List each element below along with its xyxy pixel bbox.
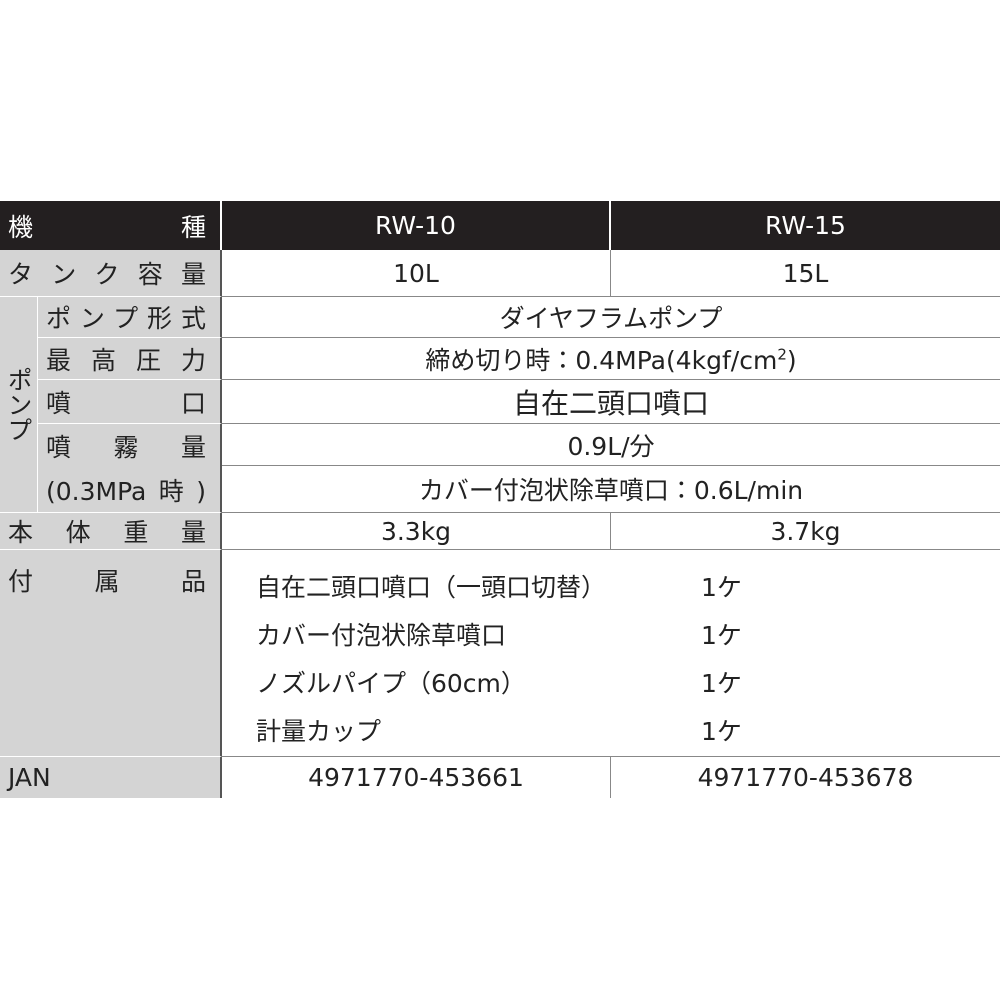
model-cell: RW-15 [611, 201, 1000, 250]
header-label-cell: 機種 [0, 201, 222, 250]
group-label-cell: ポンプ [0, 297, 38, 513]
row-label-cell: タンク容量 [0, 250, 222, 297]
value-cell: 3.7kg [611, 513, 1000, 550]
superscript: 2 [777, 345, 787, 364]
accessory-qty: 1ケ [701, 621, 742, 650]
row-label-cell: 噴口 [38, 380, 222, 424]
model-name: RW-10 [375, 211, 456, 240]
row-label: タンク容量 [8, 260, 206, 289]
value-cell: 15L [611, 250, 1000, 297]
model-name: RW-15 [765, 211, 846, 240]
value-cell: 0.9L/分 [222, 424, 1000, 466]
value-cell: カバー付泡状除草噴口：0.6L/min [222, 466, 1000, 513]
value-cell: 4971770-453678 [611, 757, 1000, 798]
row-sublabel: (0.3MPa時) [46, 477, 206, 506]
value: 0.9L/分 [567, 431, 655, 461]
row-label-cell: JAN [0, 757, 222, 798]
value-cell: 締め切り時：0.4MPa(4kgf/cm2) [222, 338, 1000, 380]
row-label: JAN [8, 763, 51, 792]
value: 自在二頭口噴口 [512, 386, 709, 420]
value-cell: ダイヤフラムポンプ [222, 297, 1000, 338]
accessory-item: ノズルパイプ（60cm） 1ケ [256, 658, 742, 706]
accessory-item: 自在二頭口噴口（一頭口切替） 1ケ [256, 562, 742, 610]
accessory-name: ノズルパイプ（60cm） [256, 669, 526, 698]
header-label: 機種 [8, 212, 206, 242]
accessories-cell: 自在二頭口噴口（一頭口切替） 1ケ カバー付泡状除草噴口 1ケ ノズルパイプ（60cm）… [222, 550, 1000, 757]
value-cell: 3.3kg [222, 513, 611, 550]
accessory-item: 計量カップ 1ケ [256, 706, 742, 754]
value: 3.7kg [770, 516, 841, 546]
accessory-qty: 1ケ [701, 573, 742, 602]
model-cell: RW-10 [222, 201, 611, 250]
row-label: 最高圧力 [46, 345, 206, 375]
row-label: 本体重量 [8, 518, 206, 547]
row-label-cell: 本体重量 [0, 513, 222, 550]
value-cell: 自在二頭口噴口 [222, 380, 1000, 424]
value: 4971770-453661 [308, 763, 524, 792]
value-cell: 4971770-453661 [222, 757, 611, 798]
accessory-qty: 1ケ [701, 669, 742, 698]
value: 10L [393, 258, 439, 288]
accessory-name: 自在二頭口噴口（一頭口切替） [256, 573, 607, 602]
accessory-qty: 1ケ [701, 717, 742, 746]
value-text: 締め切り時：0.4MPa(4kgf/cm [425, 345, 778, 375]
value: 3.3kg [380, 516, 452, 546]
value: 締め切り時：0.4MPa(4kgf/cm2) [425, 341, 796, 377]
value: 4971770-453678 [697, 763, 914, 792]
row-label: ポンプ形式 [46, 304, 206, 333]
row-label: 噴霧量 [46, 433, 206, 462]
group-label: ポンプ [4, 367, 33, 442]
row-label: 噴口 [46, 388, 206, 418]
value: カバー付泡状除草噴口：0.6L/min [418, 476, 804, 505]
row-label-cell: 最高圧力 [38, 338, 222, 380]
row-label-cell: 噴霧量 (0.3MPa時) [38, 424, 222, 513]
row-label-cell: ポンプ形式 [38, 297, 222, 338]
row-label: 付属品 [8, 567, 206, 596]
value-text: ) [786, 345, 797, 375]
row-label-cell: 付属品 [0, 550, 222, 757]
accessory-item: カバー付泡状除草噴口 1ケ [256, 610, 742, 658]
accessory-name: 計量カップ [256, 717, 382, 746]
value-cell: 10L [222, 250, 611, 297]
value: ダイヤフラムポンプ [499, 304, 723, 333]
accessory-name: カバー付泡状除草噴口 [256, 621, 507, 650]
value: 15L [782, 258, 829, 288]
